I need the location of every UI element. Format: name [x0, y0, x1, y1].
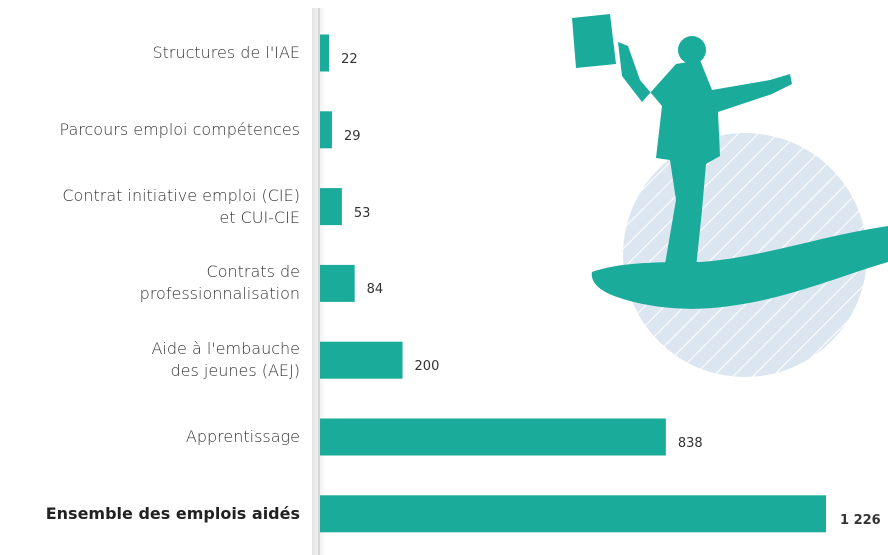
bar — [320, 111, 332, 149]
value-label: 84 — [366, 282, 384, 298]
value-label: 22 — [341, 52, 358, 67]
value-label: 53 — [353, 205, 371, 221]
bar — [320, 495, 826, 533]
value-label: 838 — [677, 436, 703, 451]
category-label: Contrats de professionnalisation — [139, 262, 300, 304]
category-label: Aide à l'embauche des jeunes (AEJ) — [151, 339, 300, 381]
value-label: 200 — [414, 359, 440, 375]
bar — [320, 188, 342, 226]
value-label: 29 — [343, 128, 361, 144]
category-label: Apprentissage — [185, 427, 300, 446]
category-label: Parcours emploi compétences — [59, 119, 300, 139]
value-label: 1 226 — [840, 512, 881, 528]
bar — [320, 264, 355, 302]
illustration — [572, 14, 888, 377]
bar — [320, 418, 666, 456]
category-label: Structures de l'IAE — [152, 43, 300, 62]
category-label: Ensemble des emplois aidés — [45, 503, 300, 523]
category-label: Contrat initiative emploi (CIE) et CUI-C… — [62, 185, 300, 227]
bar — [320, 34, 330, 72]
bar — [320, 341, 403, 379]
